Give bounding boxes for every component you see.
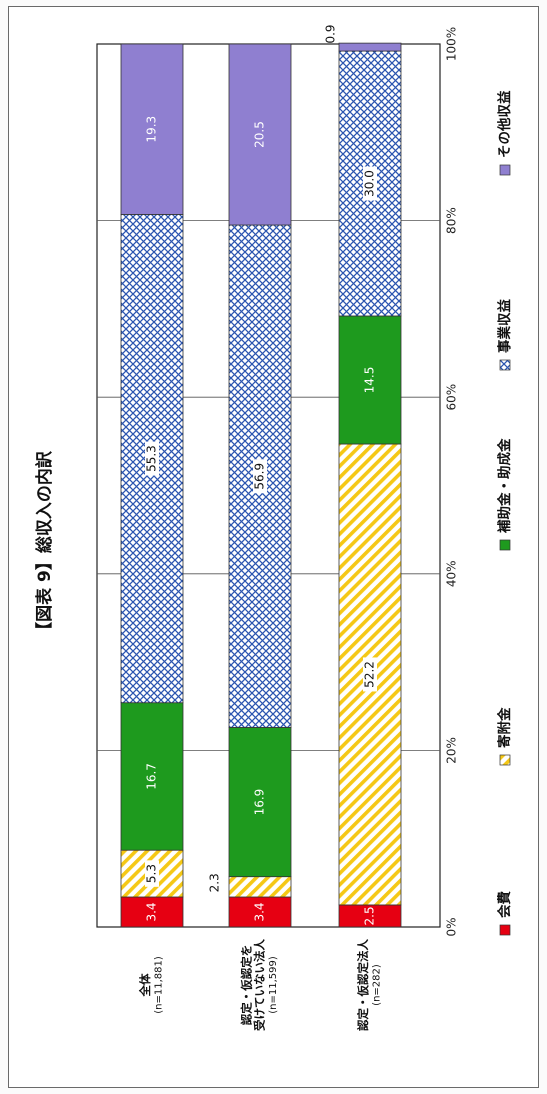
legend-swatch-series-3 — [499, 539, 511, 551]
legend-label-series-1: 会費 — [496, 891, 513, 919]
data-label-series-1-cat-2: 3.4 — [253, 902, 267, 921]
data-label-series-1-cat-3: 2.5 — [363, 906, 377, 925]
data-label-series-3-cat-1: 16.7 — [145, 763, 159, 790]
data-label-series-4-cat-3: 30.0 — [363, 170, 377, 197]
data-label-series-5-cat-1: 19.3 — [145, 116, 159, 143]
x-tick-label: 0% — [445, 917, 459, 936]
data-label-series-1-cat-1: 3.4 — [145, 902, 159, 921]
x-tick-label: 40% — [445, 560, 459, 587]
data-label-series-2-cat-1: 5.3 — [145, 864, 159, 883]
data-label-bg — [363, 166, 377, 201]
data-label-bg — [363, 657, 377, 692]
legend-label-series-5: その他収益 — [496, 90, 513, 158]
data-label-series-4-cat-1: 55.3 — [145, 445, 159, 472]
category-label: 認定・仮認定法人 — [356, 939, 370, 1031]
data-label-series-4-cat-2: 56.9 — [253, 463, 267, 490]
data-label-series-3-cat-2: 16.9 — [253, 789, 267, 816]
bar-segment-series-5-cat-2 — [228, 43, 292, 226]
category-n-label: (n=282) — [372, 964, 383, 1006]
legend-swatch-series-1 — [499, 924, 511, 936]
legend-swatch-series-5 — [499, 164, 511, 176]
labels-layer: 3.4 5.3 16.7 55.3 19.3 3.4 2.3 16.9 56.9 20.5 2.5 5… — [145, 24, 377, 926]
x-tick-label: 60% — [445, 384, 459, 411]
legend-layer: 会費 寄附金 補助金・助成金 事業収益 その他収益 — [496, 90, 513, 936]
x-tick-label: 100% — [445, 27, 459, 61]
data-label-series-2-cat-3: 52.2 — [363, 661, 377, 688]
category-n-label: (n=11,881) — [154, 956, 165, 1014]
legend-label-series-2: 寄附金 — [496, 707, 513, 748]
axis-layer: 0% 20% 40% 60% 80% 100% 全体 (n=11,881) 認定・仮認定を 受けて… — [138, 27, 459, 1031]
bar-segment-series-2-cat-2 — [228, 876, 292, 898]
legend-label-series-3: 補助金・助成金 — [496, 438, 513, 534]
bar-segment-series-3-cat-1 — [120, 702, 184, 851]
category-n-label: (n=11,599) — [268, 956, 279, 1014]
category-label: 認定・仮認定を — [240, 945, 254, 1026]
data-label-bg — [253, 459, 267, 494]
x-tick-label: 80% — [445, 207, 459, 234]
bar-segment-series-5-cat-1 — [120, 43, 184, 215]
chart-title: 【図表 9】総収入の内訳 — [34, 450, 55, 639]
category-label: 受けていない法人 — [253, 939, 267, 1031]
legend-swatch-series-4 — [499, 359, 511, 371]
data-label-bg — [145, 441, 159, 476]
x-tick-label: 20% — [445, 737, 459, 764]
data-label-series-3-cat-3: 14.5 — [363, 367, 377, 394]
title-layer: 【図表 9】総収入の内訳 — [34, 450, 55, 639]
data-label-series-5-cat-3: 0.9 — [324, 24, 338, 43]
legend-label-series-4: 事業収益 — [496, 299, 513, 353]
category-label: 全体 — [138, 973, 152, 997]
bar-segment-series-3-cat-3 — [338, 315, 402, 445]
data-label-series-2-cat-2: 2.3 — [208, 873, 222, 892]
legend-swatch-series-2 — [499, 754, 511, 766]
bar-segment-series-3-cat-2 — [228, 727, 292, 878]
bar-segment-series-1-cat-2 — [228, 896, 292, 928]
data-label-series-5-cat-2: 20.5 — [253, 121, 267, 148]
bar-segment-series-5-cat-3 — [338, 42, 402, 52]
data-label-bg — [145, 860, 159, 887]
